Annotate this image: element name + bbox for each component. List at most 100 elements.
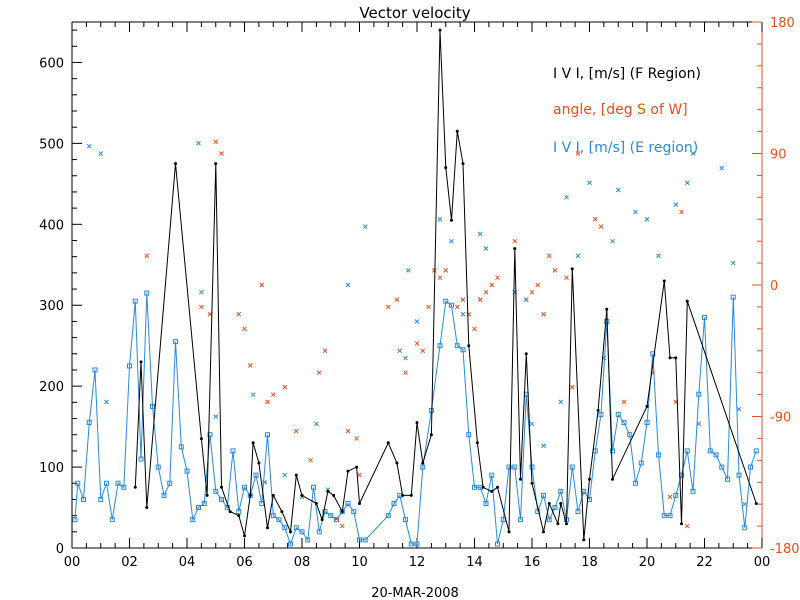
angle-mark-stroke [644, 216, 650, 222]
e-region-point [230, 448, 236, 454]
e-region-point [644, 420, 650, 426]
f-region-point [174, 162, 177, 166]
y-right-tick-label: -180 [770, 542, 800, 557]
x-tick-label: 14 [466, 555, 483, 570]
angle-mark-stroke [213, 414, 219, 419]
e-region-point [707, 448, 713, 454]
angle-point-blue [696, 421, 702, 427]
x-tick-label: 04 [179, 555, 196, 570]
angle-point-blue [98, 151, 104, 156]
angle-mark-stroke [397, 348, 403, 354]
f-region-point [611, 477, 614, 481]
angle-mark-stroke [262, 479, 267, 485]
e-region-point [460, 347, 466, 353]
angle-mark-stroke [615, 187, 621, 193]
angle-point-blue [633, 209, 638, 215]
angle-mark-stroke [610, 238, 615, 244]
angle-mark-stroke [334, 516, 339, 522]
angle-point [144, 253, 150, 259]
x-tick-label: 22 [696, 555, 713, 570]
angle-mark-stroke [477, 297, 483, 302]
e-region-point [552, 505, 558, 511]
f-region-point [346, 469, 350, 473]
y-left-tick-label: 100 [39, 461, 64, 476]
angle-point [322, 348, 328, 354]
e-region-point [311, 484, 316, 490]
f-region-point [358, 501, 361, 505]
e-region-point [391, 500, 397, 506]
f-region-point [668, 356, 672, 360]
f-region-point [556, 522, 560, 526]
e-region-point [132, 298, 138, 304]
angle-mark-stroke [314, 421, 319, 427]
e-region-point [236, 509, 242, 515]
angle-point-blue [397, 348, 403, 354]
e-region-point [115, 480, 121, 486]
angle-point-blue [483, 246, 489, 251]
angle-mark-stroke [345, 428, 351, 434]
f-region-point [559, 501, 563, 505]
f-region-point [547, 501, 551, 505]
angle-mark-stroke [242, 326, 247, 332]
angle-point-blue [460, 311, 466, 317]
f-region-point [429, 433, 433, 437]
angle-point-blue [196, 140, 201, 146]
angle-point-blue [403, 355, 408, 361]
e-region-point [621, 420, 627, 426]
angle-point [575, 151, 581, 156]
f-region-point [220, 485, 223, 489]
f-region-point [588, 477, 591, 481]
f-region-point [294, 473, 298, 477]
angle-point-blue [345, 282, 351, 288]
angle-point [242, 326, 247, 332]
e-region-point [270, 513, 276, 519]
y-left-tick-label: 600 [39, 56, 64, 71]
angle-mark-stroke [460, 297, 466, 302]
angle-point-blue [449, 238, 454, 244]
f-region-point [582, 538, 586, 542]
f-region-point [605, 307, 609, 311]
angle-series [86, 139, 748, 529]
chart-title: Vector velocity [359, 4, 470, 22]
angle-mark-stroke [247, 363, 253, 368]
f-region-point [475, 441, 479, 445]
e-region-point [667, 513, 673, 519]
e-region-point [437, 343, 443, 349]
angle-mark-stroke [420, 348, 426, 354]
e-region-point [615, 411, 621, 417]
angle-mark-stroke [587, 180, 592, 186]
f-region-point [139, 360, 143, 364]
f-region-point [243, 534, 246, 538]
angle-mark-stroke [495, 275, 500, 281]
e-region-point [276, 517, 282, 523]
e-region-point [253, 472, 259, 478]
angle-point [270, 392, 276, 397]
e-region-point [730, 294, 736, 300]
angle-point-blue [684, 180, 690, 186]
angle-point [477, 297, 483, 302]
e-region-point [633, 480, 638, 486]
e-region-point [127, 363, 132, 369]
angle-mark-stroke [535, 282, 541, 288]
angle-point-blue [477, 231, 483, 237]
angle-mark-stroke [690, 151, 696, 156]
e-region-point [518, 517, 523, 523]
angle-point [443, 268, 449, 273]
f-region-point [524, 352, 528, 356]
angle-mark-stroke [207, 311, 213, 317]
e-region-point [72, 517, 78, 523]
angle-mark-stroke [104, 399, 109, 405]
e-region-point [466, 432, 472, 438]
angle-point [316, 370, 322, 376]
angle-mark-stroke [213, 139, 219, 145]
angle-mark-stroke [414, 319, 420, 324]
f-region-point [332, 493, 336, 497]
angle-mark-stroke [431, 268, 437, 273]
e-region-point [362, 537, 368, 543]
angle-point [345, 428, 351, 434]
angle-point [684, 523, 690, 529]
e-region-point [288, 541, 293, 547]
e-region-point [299, 529, 305, 535]
e-region-point [719, 464, 725, 470]
